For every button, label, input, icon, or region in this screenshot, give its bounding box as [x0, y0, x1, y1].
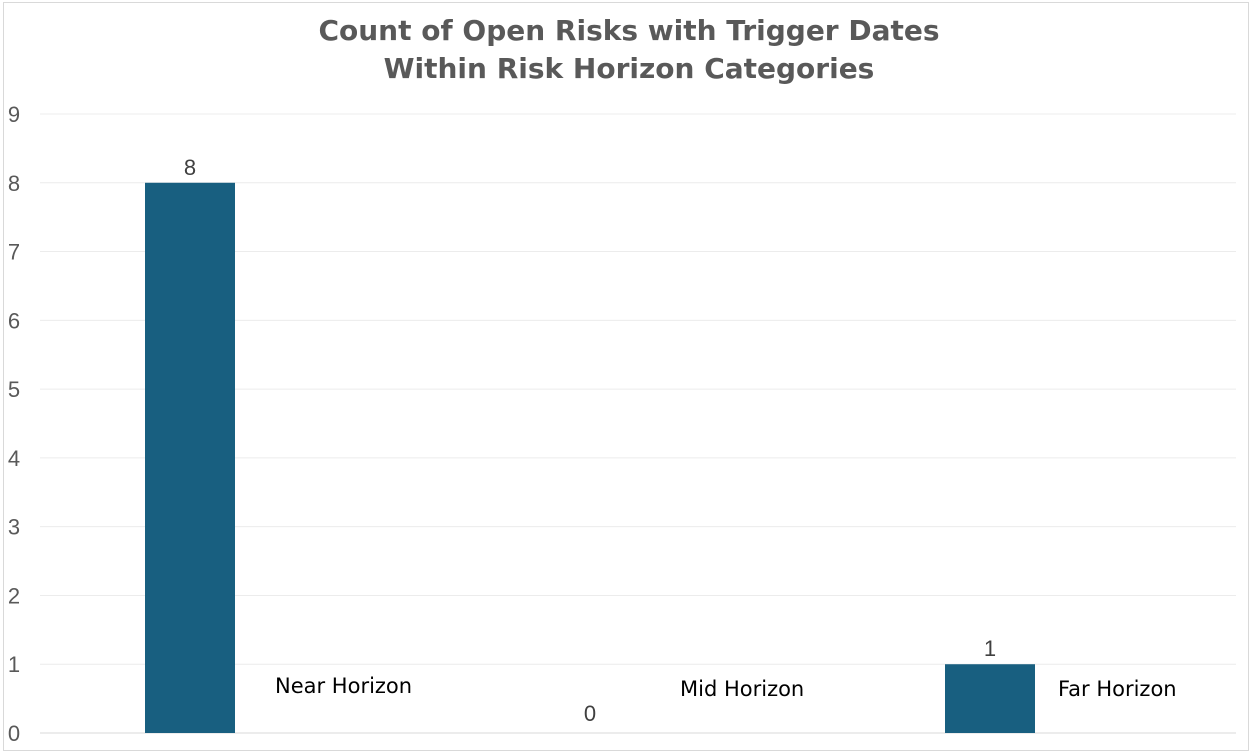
chart-title-line-1: Count of Open Risks with Trigger Dates	[318, 14, 940, 47]
data-label-mid-horizon: 0	[584, 701, 596, 726]
category-labels: Near Horizon Mid Horizon Far Horizon	[275, 674, 1177, 701]
chart-title-line-2: Within Risk Horizon Categories	[383, 52, 875, 85]
y-tick-label-6: 6	[8, 308, 20, 333]
data-labels: 8 0 1	[184, 155, 996, 726]
bar-far-horizon	[945, 664, 1035, 733]
chart-title: Count of Open Risks with Trigger Dates W…	[0, 12, 1252, 88]
y-tick-label-9: 9	[8, 102, 20, 127]
y-tick-label-4: 4	[8, 446, 20, 471]
y-tick-label-1: 1	[8, 652, 20, 677]
y-axis: 0 1 2 3 4 5 6 7 8 9	[8, 102, 20, 746]
y-tick-label-3: 3	[8, 515, 20, 540]
y-tick-label-0: 0	[8, 721, 20, 746]
category-label-mid-horizon: Mid Horizon	[680, 677, 804, 701]
y-tick-label-2: 2	[8, 583, 20, 608]
y-tick-label-8: 8	[8, 171, 20, 196]
category-label-far-horizon: Far Horizon	[1058, 677, 1177, 701]
data-label-far-horizon: 1	[984, 636, 996, 661]
bar-near-horizon	[145, 182, 235, 733]
bars	[145, 182, 1035, 733]
category-label-near-horizon: Near Horizon	[275, 674, 412, 698]
gridlines	[40, 113, 1236, 734]
data-label-near-horizon: 8	[184, 155, 196, 180]
y-tick-label-5: 5	[8, 377, 20, 402]
y-tick-label-7: 7	[8, 240, 20, 265]
